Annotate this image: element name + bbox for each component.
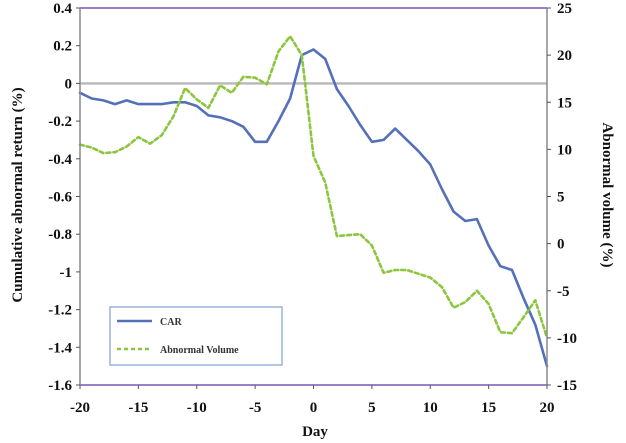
y2-tick-label: 0 xyxy=(557,237,565,253)
x-tick-label: -20 xyxy=(70,400,90,416)
x-tick-label: -10 xyxy=(187,400,207,416)
y2-tick-label: 5 xyxy=(557,190,565,206)
y-tick-label: -1.2 xyxy=(48,303,72,319)
y-tick-label: -0.8 xyxy=(48,227,72,243)
x-tick-label: -5 xyxy=(249,400,262,416)
tick-layer: -20 -15 -10 -5 0 5 10 15 200.40.20-0.2-0.4-0.6-0… xyxy=(48,1,577,416)
y2-tick-label: 20 xyxy=(557,48,572,64)
y-tick-label: -0.2 xyxy=(48,114,72,130)
y-tick-label: 0.2 xyxy=(53,39,72,55)
legend-label-car: CAR xyxy=(160,317,182,328)
y-tick-label: 0 xyxy=(65,76,73,92)
legend: CAR Abnormal Volume xyxy=(109,306,283,366)
y2-tick-label: -15 xyxy=(557,378,577,394)
x-tick-label: 5 xyxy=(368,400,376,416)
y2-tick-label: -10 xyxy=(557,331,577,347)
series-layer xyxy=(78,34,549,368)
x-tick-label: -15 xyxy=(128,400,148,416)
y2-tick-label: 10 xyxy=(557,142,572,158)
y-tick-label: -1 xyxy=(60,265,73,281)
x-tick-label: 0 xyxy=(310,400,318,416)
x-tick-label: 15 xyxy=(481,400,496,416)
x-tick-label: 20 xyxy=(540,400,555,416)
y-tick-label: -1.6 xyxy=(48,378,72,394)
y2-tick-label: -5 xyxy=(557,284,570,300)
y-axis-title: Cumulative abnormal return (%) xyxy=(10,87,26,302)
y2-tick-label: 25 xyxy=(557,1,572,17)
y-tick-label: -0.6 xyxy=(48,190,72,206)
series-line-abnormal-volume xyxy=(78,34,549,340)
y2-axis-title: Abnormal volume (%) xyxy=(599,123,615,268)
y-tick-label: -0.4 xyxy=(48,152,72,168)
x-tick-label: 10 xyxy=(423,400,438,416)
series-line-car xyxy=(78,48,549,368)
x-axis-title: Day xyxy=(302,424,328,440)
legend-label-abnormal-volume: Abnormal Volume xyxy=(160,345,239,356)
y-tick-label: 0.4 xyxy=(53,1,72,17)
y-tick-label: -1.4 xyxy=(48,340,72,356)
legend-box xyxy=(109,306,283,366)
y2-tick-label: 15 xyxy=(557,95,572,111)
